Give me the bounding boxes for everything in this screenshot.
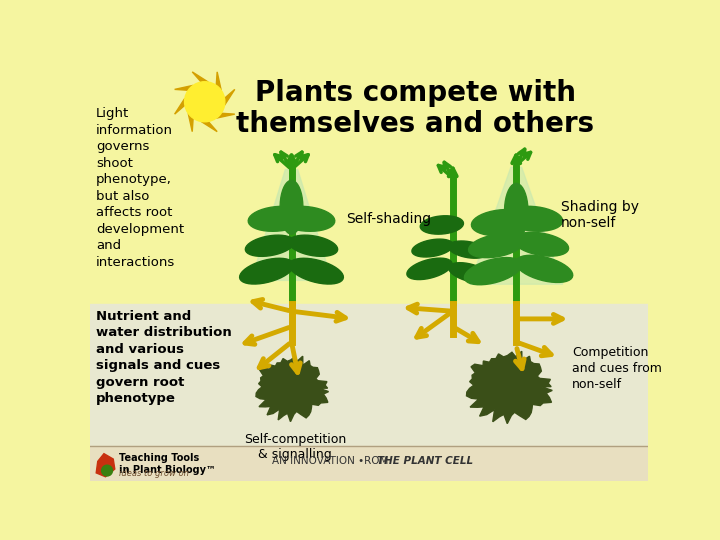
Polygon shape — [192, 72, 208, 82]
Polygon shape — [412, 239, 453, 257]
Polygon shape — [464, 258, 521, 285]
Text: Light
information
governs
shoot
phenotype,
but also
affects root
development
and: Light information governs shoot phenotyp… — [96, 107, 184, 269]
Polygon shape — [407, 258, 452, 280]
Circle shape — [184, 82, 225, 122]
Polygon shape — [289, 235, 338, 256]
Polygon shape — [256, 356, 328, 422]
Polygon shape — [280, 180, 303, 234]
Text: Plants compete with
themselves and others: Plants compete with themselves and other… — [236, 79, 595, 138]
Text: Teaching Tools
in Plant Biology™: Teaching Tools in Plant Biology™ — [120, 453, 216, 475]
Polygon shape — [289, 258, 343, 284]
Polygon shape — [467, 352, 552, 424]
Polygon shape — [175, 98, 185, 114]
Polygon shape — [505, 184, 528, 239]
Polygon shape — [96, 454, 114, 477]
Polygon shape — [504, 206, 562, 231]
Polygon shape — [251, 170, 332, 280]
Polygon shape — [469, 167, 563, 284]
Polygon shape — [225, 90, 235, 105]
Text: Competition
and cues from
non-self: Competition and cues from non-self — [572, 347, 662, 392]
Polygon shape — [216, 113, 235, 118]
Polygon shape — [188, 113, 193, 132]
Polygon shape — [472, 210, 534, 236]
Text: Shading by
non-self: Shading by non-self — [561, 200, 639, 230]
Polygon shape — [201, 122, 217, 132]
Polygon shape — [175, 85, 193, 90]
Polygon shape — [248, 206, 307, 231]
Polygon shape — [420, 216, 464, 234]
Circle shape — [102, 465, 112, 476]
Polygon shape — [516, 255, 572, 282]
Text: Self-shading: Self-shading — [346, 212, 431, 226]
Bar — [90, 303, 648, 446]
Polygon shape — [240, 258, 294, 284]
Polygon shape — [276, 206, 335, 231]
Polygon shape — [216, 72, 221, 90]
Text: THE PLANT CELL: THE PLANT CELL — [377, 456, 473, 466]
Polygon shape — [246, 235, 294, 256]
Polygon shape — [469, 234, 523, 258]
Text: AN INNOVATION •ROM: AN INNOVATION •ROM — [272, 456, 395, 466]
Bar — [90, 65, 648, 303]
Polygon shape — [449, 262, 491, 283]
Text: ideas to grow on: ideas to grow on — [120, 469, 189, 478]
Text: Self-competition
& signalling: Self-competition & signalling — [244, 433, 346, 461]
Bar — [90, 446, 648, 481]
Polygon shape — [513, 232, 569, 256]
Polygon shape — [449, 241, 488, 258]
Text: Nutrient and
water distribution
and various
signals and cues
govern root
phenoty: Nutrient and water distribution and vari… — [96, 309, 232, 405]
